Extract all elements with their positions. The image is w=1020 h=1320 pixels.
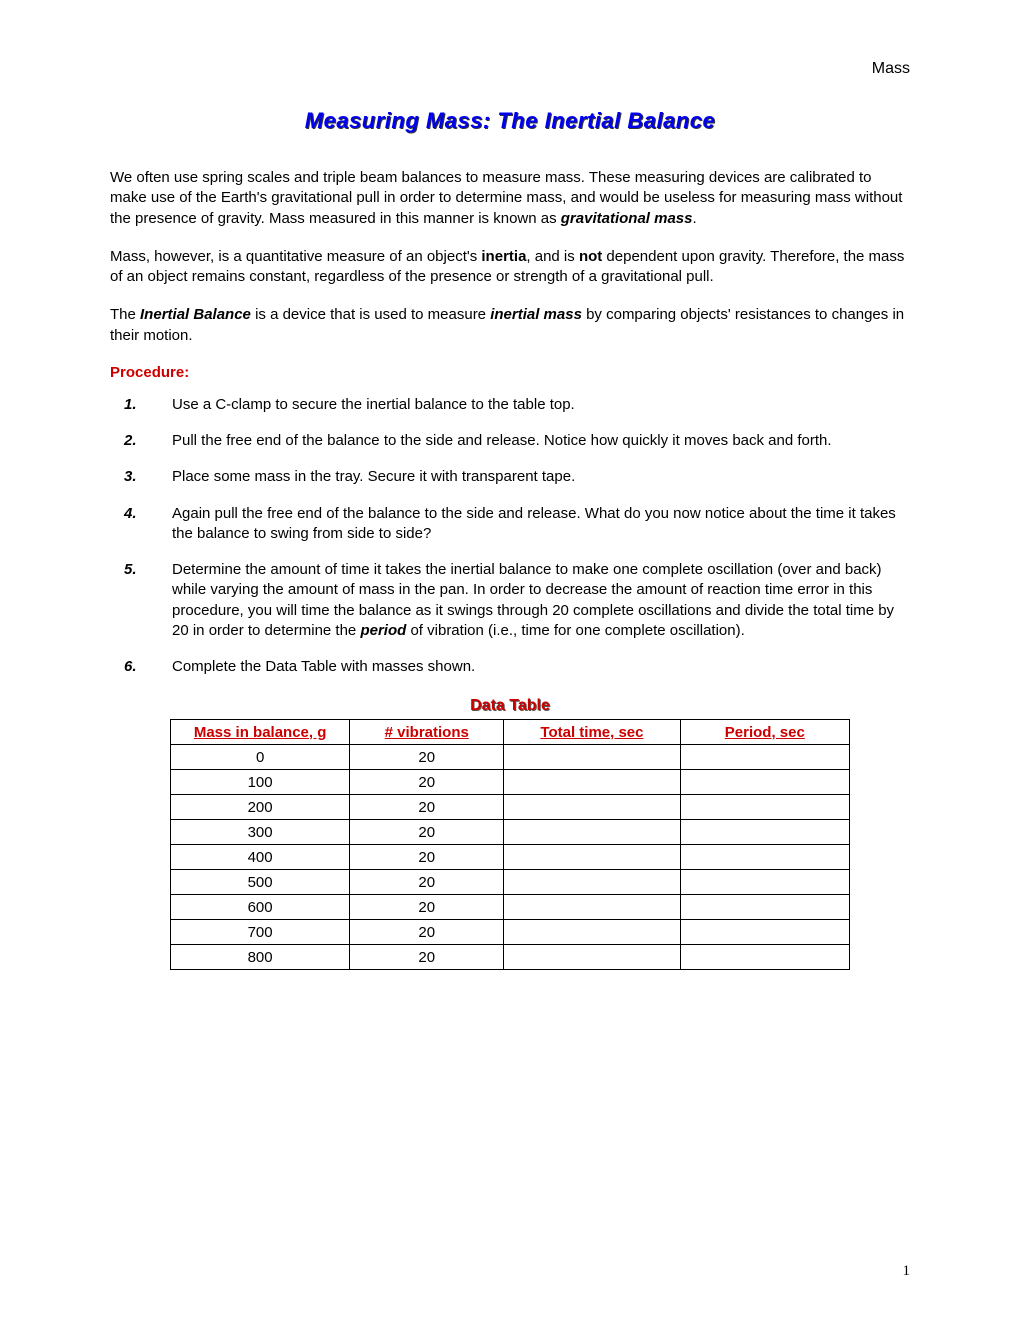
table-row: 80020 [171,945,850,970]
page-header: Mass [110,60,910,78]
table-row: 10020 [171,770,850,795]
table-cell: 400 [171,845,350,870]
table-cell [504,870,680,895]
table-cell [504,895,680,920]
table-cell: 100 [171,770,350,795]
header-label: Mass [872,60,910,77]
procedure-step: 6.Complete the Data Table with masses sh… [110,657,910,677]
table-header-cell: Total time, sec [504,720,680,745]
table-cell [680,945,849,970]
title-container: Measuring Mass: The Inertial Balance [110,108,910,134]
procedure-step: 2.Pull the free end of the balance to th… [110,431,910,451]
table-cell [504,845,680,870]
table-cell [680,920,849,945]
table-cell [680,895,849,920]
table-cell: 20 [350,895,504,920]
data-table: Mass in balance, g# vibrationsTotal time… [170,719,850,970]
intro-paragraphs: We often use spring scales and triple be… [110,168,910,346]
table-cell: 20 [350,845,504,870]
table-cell: 500 [171,870,350,895]
table-header-cell: Mass in balance, g [171,720,350,745]
intro-paragraph: Mass, however, is a quantitative measure… [110,247,910,288]
table-header-cell: Period, sec [680,720,849,745]
table-row: 70020 [171,920,850,945]
step-number: 6. [110,657,172,677]
intro-paragraph: The Inertial Balance is a device that is… [110,305,910,346]
step-text: Determine the amount of time it takes th… [172,560,910,641]
table-cell [680,870,849,895]
table-cell [504,920,680,945]
table-cell [680,745,849,770]
table-cell: 200 [171,795,350,820]
procedure-heading: Procedure: [110,364,910,381]
table-cell: 20 [350,745,504,770]
procedure-step: 4.Again pull the free end of the balance… [110,504,910,545]
step-text: Pull the free end of the balance to the … [172,431,910,451]
table-row: 20020 [171,795,850,820]
procedure-step: 3.Place some mass in the tray. Secure it… [110,467,910,487]
table-cell: 0 [171,745,350,770]
step-number: 4. [110,504,172,545]
step-number: 3. [110,467,172,487]
step-text: Place some mass in the tray. Secure it w… [172,467,910,487]
step-text: Complete the Data Table with masses show… [172,657,910,677]
procedure-step: 1.Use a C-clamp to secure the inertial b… [110,395,910,415]
step-text: Again pull the free end of the balance t… [172,504,910,545]
table-cell: 800 [171,945,350,970]
table-cell [504,795,680,820]
table-cell: 20 [350,870,504,895]
table-header-cell: # vibrations [350,720,504,745]
page-number: 1 [903,1263,911,1280]
table-cell [680,845,849,870]
table-cell: 300 [171,820,350,845]
table-cell: 20 [350,820,504,845]
step-number: 2. [110,431,172,451]
procedure-list: 1.Use a C-clamp to secure the inertial b… [110,395,910,678]
table-row: 60020 [171,895,850,920]
table-cell [504,745,680,770]
data-table-title: Data Table [110,697,910,715]
intro-paragraph: We often use spring scales and triple be… [110,168,910,229]
table-row: 40020 [171,845,850,870]
table-cell [680,795,849,820]
step-text: Use a C-clamp to secure the inertial bal… [172,395,910,415]
step-number: 1. [110,395,172,415]
table-cell: 20 [350,770,504,795]
table-cell: 20 [350,945,504,970]
step-number: 5. [110,560,172,641]
table-cell [504,770,680,795]
table-cell: 20 [350,795,504,820]
document-title: Measuring Mass: The Inertial Balance [305,108,715,133]
table-cell [504,945,680,970]
table-cell: 20 [350,920,504,945]
table-cell [504,820,680,845]
table-cell: 600 [171,895,350,920]
procedure-step: 5.Determine the amount of time it takes … [110,560,910,641]
table-row: 30020 [171,820,850,845]
table-row: 50020 [171,870,850,895]
document-page: Mass Measuring Mass: The Inertial Balanc… [0,0,1020,1320]
table-row: 020 [171,745,850,770]
table-cell [680,770,849,795]
table-cell: 700 [171,920,350,945]
data-table-container: Mass in balance, g# vibrationsTotal time… [110,719,910,970]
table-cell [680,820,849,845]
